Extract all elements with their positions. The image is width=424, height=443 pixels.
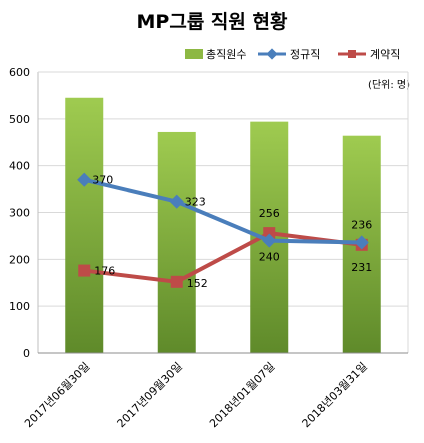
- unit-note: (단위: 명): [368, 78, 410, 91]
- data-label-regular: 370: [92, 174, 113, 187]
- data-label-contract: 176: [94, 265, 115, 278]
- y-tick-label: 600: [9, 66, 30, 79]
- point-regular: [169, 194, 184, 209]
- data-label-contract: 256: [259, 207, 280, 220]
- data-label-contract: 152: [187, 277, 208, 290]
- x-tick-label: 2017년09월30일: [114, 359, 185, 430]
- legend-marker-regular: [266, 48, 278, 60]
- bar-total: [157, 131, 196, 353]
- y-tick-label: 100: [9, 300, 30, 313]
- point-regular: [262, 233, 277, 248]
- point-contract: [78, 264, 91, 277]
- legend-label-contract: 계약직: [370, 47, 400, 61]
- line-regular: [83, 177, 362, 245]
- y-tick-label: 0: [23, 347, 30, 360]
- data-label-contract: 231: [351, 261, 372, 274]
- legend-marker-contract: [348, 50, 356, 58]
- line-contract: [84, 231, 363, 284]
- point-contract: [170, 275, 183, 288]
- y-tick-label: 200: [9, 253, 30, 266]
- bars: [65, 97, 381, 353]
- legend-label-regular: 정규직: [290, 48, 320, 61]
- bar-total: [65, 97, 104, 353]
- data-label-regular: 240: [259, 251, 280, 264]
- data-label-regular: 236: [351, 218, 372, 231]
- x-tick-label: 2018년01월07일: [206, 359, 277, 430]
- x-axis: 2017년06월30일 2017년09월30일 2018년01월07일 2018년03…: [21, 352, 408, 430]
- x-tick-label: 2017년06월30일: [21, 359, 92, 430]
- y-tick-label: 300: [9, 207, 30, 220]
- point-contract: [263, 227, 276, 240]
- legend-label-total: 총직원수: [206, 48, 246, 61]
- point-regular: [354, 235, 369, 250]
- legend: 총직원수 정규직 계약직: [185, 47, 400, 61]
- lines: [77, 172, 369, 288]
- y-axis: 0 100 200 300 400 500 600: [9, 66, 409, 360]
- y-tick-label: 400: [9, 160, 30, 173]
- legend-swatch-total: [185, 49, 203, 59]
- data-labels: 370 323 240 236 176 152 256 231: [92, 174, 372, 290]
- y-tick-label: 500: [9, 113, 30, 126]
- chart-title: MP그룹 직원 현황: [137, 10, 288, 33]
- x-tick-label: 2018년03월31일: [299, 359, 370, 430]
- data-label-regular: 323: [185, 196, 206, 209]
